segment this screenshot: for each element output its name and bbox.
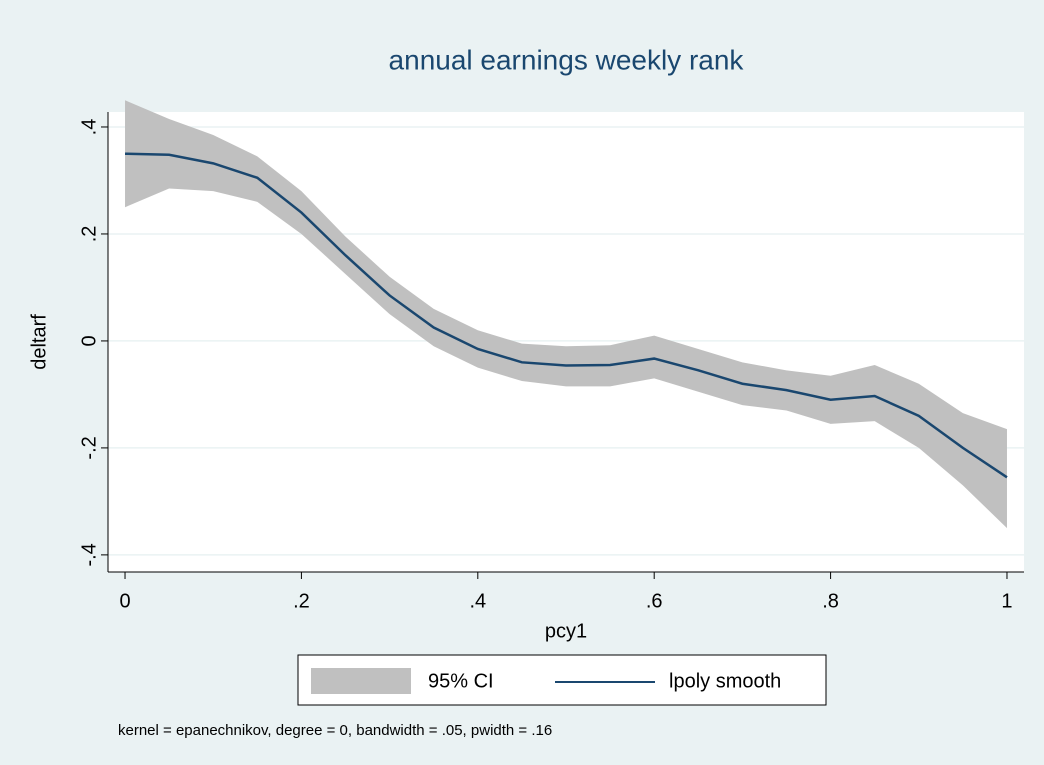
y-tick-label: -.4 — [78, 543, 100, 566]
x-tick-label: .2 — [293, 590, 310, 612]
x-tick-label: 0 — [119, 590, 130, 612]
y-axis-label: deltarf — [28, 314, 50, 370]
note: kernel = epanechnikov, degree = 0, bandw… — [118, 722, 552, 739]
y-tick-label: .2 — [78, 226, 100, 243]
y-tick-label: 0 — [78, 335, 100, 346]
x-tick-label: 1 — [1001, 590, 1012, 612]
chart-title: annual earnings weekly rank — [389, 44, 745, 75]
x-tick-label: .8 — [822, 590, 839, 612]
legend-label: lpoly smooth — [669, 670, 781, 692]
smooth-line — [124, 152, 1008, 479]
legend-swatch — [311, 668, 411, 694]
legend-label: 95% CI — [428, 670, 494, 692]
x-tick-label: .4 — [469, 590, 486, 612]
x-tick-label: .6 — [646, 590, 663, 612]
x-axis-label: pcy1 — [545, 620, 587, 642]
ci-band — [125, 100, 1007, 529]
y-tick-label: .4 — [78, 119, 100, 136]
y-tick-label: -.2 — [78, 436, 100, 459]
